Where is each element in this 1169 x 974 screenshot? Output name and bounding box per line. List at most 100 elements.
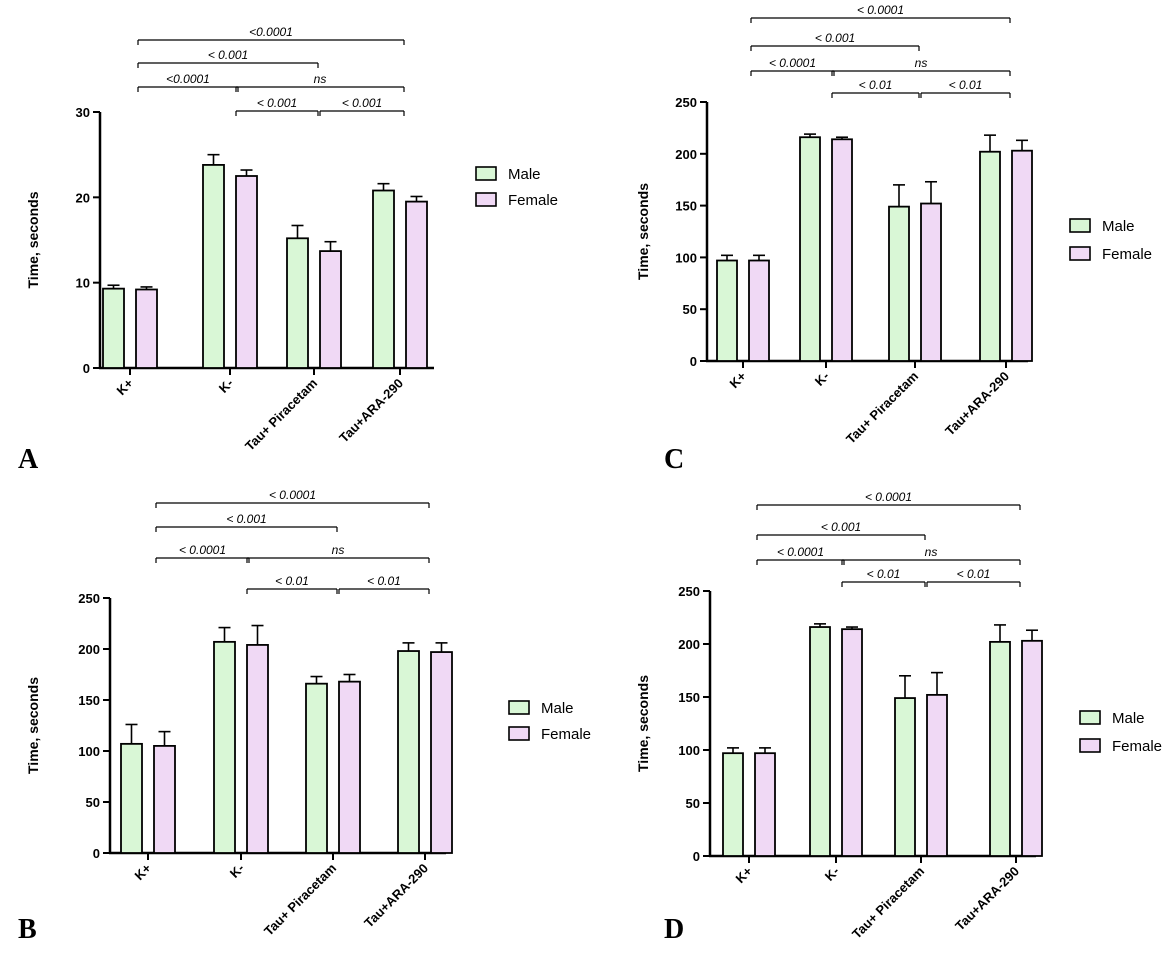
- significance-bracket: < 0.0001: [756, 490, 1021, 510]
- legend-swatch-male: [475, 166, 497, 181]
- bar-female: [153, 745, 176, 854]
- y-tick-label: 0: [690, 354, 697, 369]
- significance-bracket: < 0.0001: [750, 3, 1011, 23]
- significance-label: < 0.01: [275, 574, 309, 588]
- legend-swatch-male: [508, 700, 530, 715]
- significance-bracket: ns: [246, 543, 430, 563]
- panel-letter: A: [18, 444, 39, 475]
- y-tick-label: 100: [678, 743, 700, 758]
- bar-female: [920, 202, 942, 362]
- significance-label: <0.0001: [249, 25, 293, 39]
- y-axis-title: Time, seconds: [25, 677, 41, 774]
- bar-female: [748, 259, 770, 362]
- bar-male: [799, 136, 821, 362]
- significance-bracket: < 0.001: [137, 48, 319, 68]
- significance-bracket: < 0.001: [756, 520, 926, 540]
- significance-bracket: <0.0001: [137, 25, 405, 45]
- legend-label-male: Male: [541, 700, 574, 717]
- bar-male: [372, 189, 395, 369]
- y-tick-label: 250: [78, 591, 100, 606]
- y-tick-label: 150: [78, 693, 100, 708]
- legend-label-female: Female: [541, 726, 591, 743]
- significance-label: < 0.001: [815, 31, 855, 45]
- bar-male: [213, 640, 236, 854]
- category-label: K-: [822, 864, 842, 884]
- category-label: Tau+ARA-290: [942, 369, 1012, 439]
- significance-label: < 0.01: [859, 78, 893, 92]
- bar-female: [405, 200, 428, 369]
- bar-female: [135, 288, 158, 369]
- category-label: K+: [132, 860, 155, 883]
- significance-bracket: < 0.001: [235, 96, 319, 116]
- y-tick-label: 100: [78, 744, 100, 759]
- bar-male: [102, 287, 125, 369]
- category-label: K-: [216, 376, 236, 396]
- y-tick-label: 200: [78, 642, 100, 657]
- legend-label-female: Female: [508, 192, 558, 209]
- y-axis-title: Time, seconds: [25, 191, 41, 288]
- y-tick-label: 20: [76, 190, 90, 205]
- panel-b: 0 50 100 150 200 250 Time, seconds K+ K- Tau+ Pir…: [18, 488, 591, 945]
- bar-male: [716, 259, 738, 362]
- significance-label: < 0.001: [226, 512, 266, 526]
- significance-label: < 0.01: [367, 574, 401, 588]
- significance-bracket: < 0.001: [319, 96, 405, 116]
- legend-swatch-male: [1069, 218, 1091, 233]
- significance-label: < 0.01: [949, 78, 983, 92]
- significance-label: < 0.01: [867, 567, 901, 581]
- significance-label: < 0.0001: [179, 543, 226, 557]
- significance-label: < 0.0001: [777, 545, 824, 559]
- legend-label-male: Male: [508, 166, 541, 183]
- significance-bracket: < 0.01: [926, 567, 1021, 587]
- bar-male: [120, 742, 143, 854]
- bar-female: [338, 680, 361, 854]
- bar-female: [430, 651, 453, 854]
- significance-label: <0.0001: [166, 72, 210, 86]
- bar-male: [894, 697, 916, 857]
- y-tick-label: 250: [675, 95, 697, 110]
- panel-letter: C: [664, 444, 684, 475]
- y-tick-label: 30: [76, 105, 90, 120]
- y-axis-title: Time, seconds: [635, 675, 651, 772]
- bar-male: [979, 150, 1001, 362]
- bar-male: [888, 205, 910, 362]
- significance-bracket: < 0.01: [841, 567, 926, 587]
- significance-label: < 0.001: [257, 96, 297, 110]
- significance-bracket: < 0.01: [338, 574, 430, 594]
- significance-label: ns: [314, 72, 327, 86]
- legend-label-male: Male: [1102, 218, 1135, 235]
- legend-swatch-female: [508, 726, 530, 741]
- significance-label: < 0.0001: [769, 56, 816, 70]
- significance-bracket: ns: [831, 56, 1011, 76]
- significance-label: < 0.001: [821, 520, 861, 534]
- significance-label: < 0.001: [342, 96, 382, 110]
- bar-male: [202, 164, 225, 369]
- significance-bracket: < 0.01: [831, 78, 920, 98]
- category-label: Tau+ARA-290: [336, 376, 406, 446]
- significance-label: ns: [915, 56, 928, 70]
- significance-label: ns: [332, 543, 345, 557]
- significance-bracket: < 0.001: [750, 31, 920, 51]
- legend-swatch-female: [475, 192, 497, 207]
- category-label: Tau+ Piracetam: [849, 864, 927, 942]
- category-label: K+: [727, 368, 750, 391]
- category-label: K-: [812, 369, 832, 389]
- legend-swatch-male: [1079, 710, 1101, 725]
- bar-female: [319, 250, 342, 369]
- significance-bracket: < 0.01: [920, 78, 1011, 98]
- significance-bracket: ns: [841, 545, 1021, 565]
- bar-female: [1021, 639, 1043, 857]
- significance-label: < 0.0001: [865, 490, 912, 504]
- significance-bracket: < 0.01: [246, 574, 338, 594]
- y-tick-label: 50: [686, 796, 700, 811]
- y-tick-label: 150: [675, 199, 697, 214]
- y-axis-title: Time, seconds: [635, 183, 651, 280]
- significance-bracket: <0.0001: [137, 72, 239, 92]
- legend-label-female: Female: [1112, 738, 1162, 755]
- significance-bracket: < 0.0001: [756, 545, 845, 565]
- y-tick-label: 100: [675, 250, 697, 265]
- category-label: K+: [114, 375, 137, 398]
- legend-label-male: Male: [1112, 710, 1145, 727]
- y-tick-label: 200: [678, 637, 700, 652]
- bar-female: [235, 175, 258, 369]
